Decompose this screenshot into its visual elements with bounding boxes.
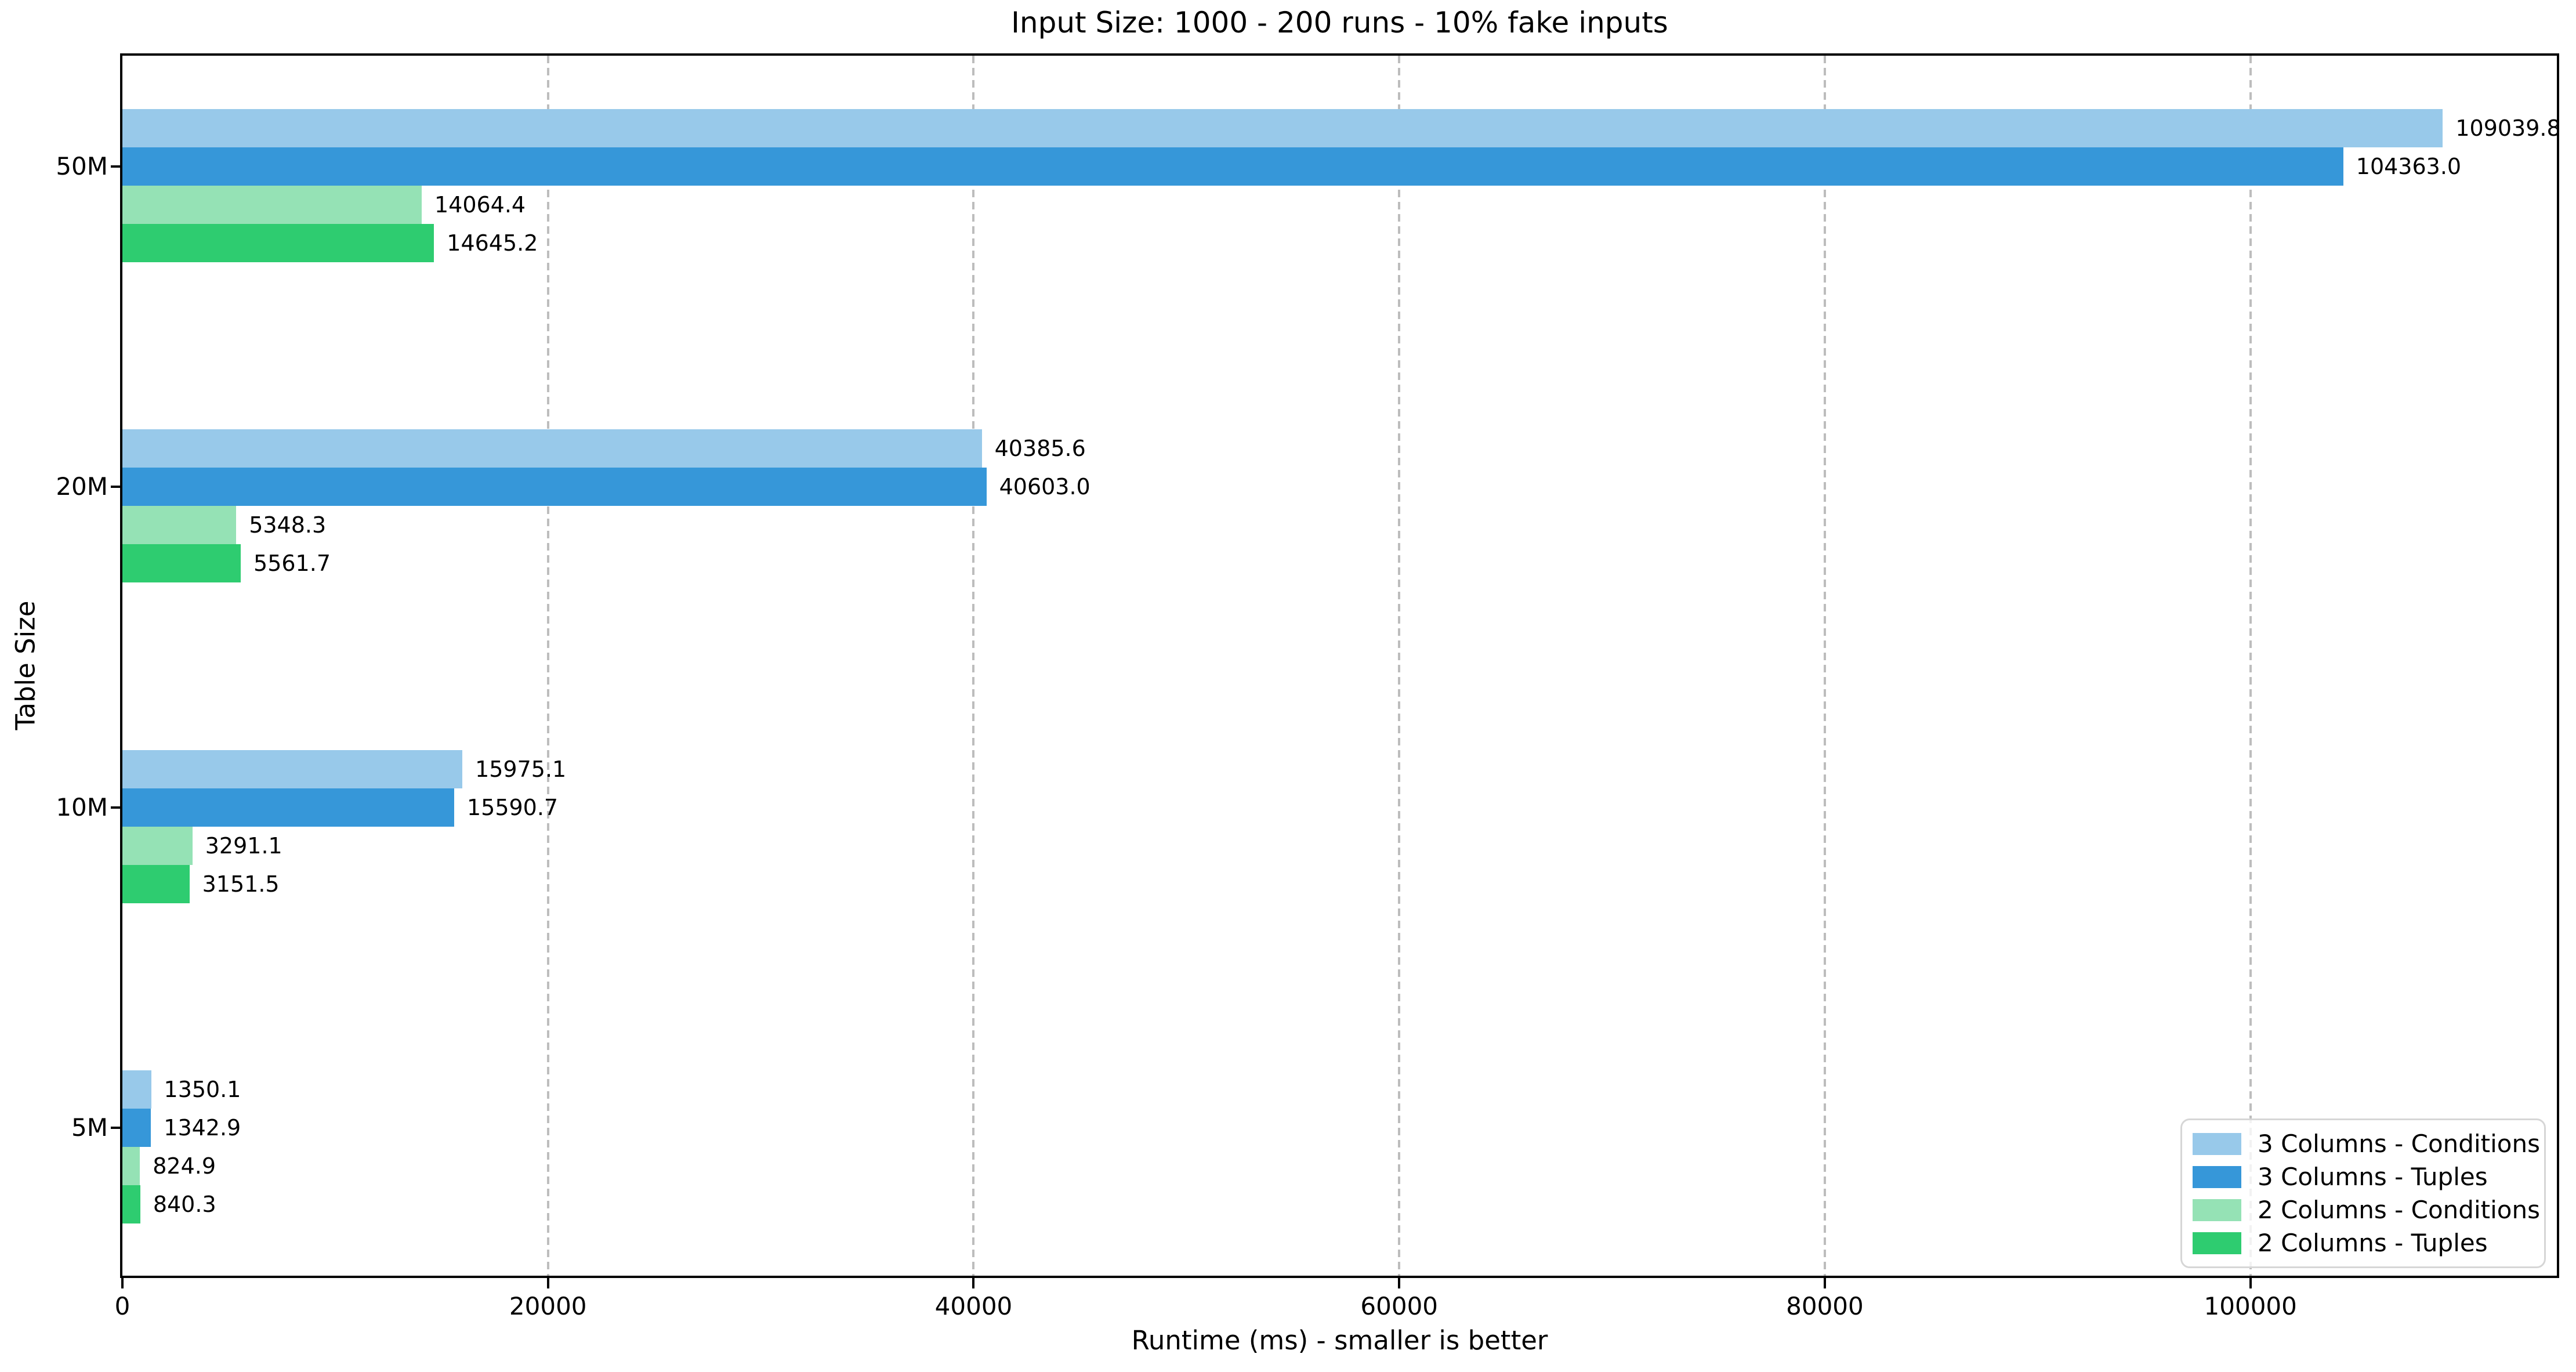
x-tick-mark-40000 [972, 1278, 975, 1288]
legend-item-0: 3 Columns - Conditions [2193, 1128, 2540, 1160]
x-tick-label-20000: 20000 [509, 1292, 587, 1320]
bar-10M-series-2 [122, 826, 193, 865]
gridline-x-100000 [2249, 56, 2252, 1276]
gridline-x-60000 [1398, 56, 1401, 1276]
chart-title: Input Size: 1000 - 200 runs - 10% fake i… [1011, 6, 1668, 39]
bar-value-label: 40603.0 [999, 474, 1090, 500]
x-tick-label-0: 0 [114, 1292, 131, 1320]
bar-50M-series-3 [122, 224, 434, 262]
gridline-x-40000 [972, 56, 975, 1276]
x-tick-label-40000: 40000 [934, 1292, 1013, 1320]
y-axis-label: Table Size [10, 600, 41, 730]
x-tick-mark-60000 [1398, 1278, 1401, 1288]
y-tick-mark-10M [111, 806, 120, 809]
x-tick-mark-0 [121, 1278, 124, 1288]
x-tick-label-60000: 60000 [1360, 1292, 1439, 1320]
bar-value-label: 1342.9 [164, 1114, 241, 1141]
bar-50M-series-1 [122, 147, 2343, 186]
gridline-x-20000 [546, 56, 549, 1276]
bar-20M-series-1 [122, 468, 987, 506]
bar-value-label: 840.3 [153, 1191, 216, 1217]
y-tick-label-5M: 5M [71, 1113, 108, 1142]
legend-swatch-3 [2193, 1232, 2241, 1254]
legend-label-2: 2 Columns - Conditions [2258, 1195, 2540, 1224]
bar-value-label: 3291.1 [205, 832, 282, 859]
bar-value-label: 40385.6 [994, 436, 1086, 462]
bar-value-label: 1350.1 [164, 1076, 241, 1102]
bar-20M-series-3 [122, 544, 241, 583]
bar-5M-series-1 [122, 1108, 151, 1147]
plot-area: 109039.8 40385.6 15975.1 1350.1 104363.0 4060… [120, 53, 2561, 1278]
x-tick-label-100000: 100000 [2204, 1292, 2297, 1320]
bar-50M-series-2 [122, 186, 422, 224]
legend-swatch-1 [2193, 1165, 2241, 1188]
bar-value-label: 109039.8 [2455, 115, 2561, 141]
bar-value-label: 5561.7 [253, 551, 331, 577]
y-tick-mark-20M [111, 486, 120, 488]
y-tick-mark-5M [111, 1126, 120, 1129]
x-tick-mark-20000 [546, 1278, 549, 1288]
bar-value-label: 15590.7 [466, 794, 559, 820]
bar-value-label: 104363.0 [2356, 154, 2462, 179]
bar-value-label: 14064.4 [434, 192, 526, 218]
bar-value-label: 824.9 [153, 1153, 216, 1179]
bar-20M-series-0 [122, 429, 982, 468]
y-tick-label-50M: 50M [56, 152, 108, 180]
bar-5M-series-3 [122, 1185, 140, 1223]
x-tick-mark-100000 [2249, 1278, 2252, 1288]
legend-item-2: 2 Columns - Conditions [2193, 1194, 2540, 1226]
bar-50M-series-0 [122, 109, 2443, 147]
y-tick-mark-50M [111, 165, 120, 168]
bar-10M-series-1 [122, 788, 454, 827]
x-tick-label-80000: 80000 [1786, 1292, 1864, 1320]
bar-5M-series-0 [122, 1070, 151, 1109]
bar-value-label: 3151.5 [202, 871, 280, 897]
x-tick-mark-80000 [1823, 1278, 1826, 1288]
bar-value-label: 5348.3 [249, 512, 327, 538]
legend-swatch-0 [2193, 1132, 2241, 1155]
bar-10M-series-3 [122, 864, 190, 903]
legend-label-3: 2 Columns - Tuples [2258, 1228, 2488, 1257]
bar-value-label: 14645.2 [447, 230, 538, 256]
bar-value-label: 15975.1 [475, 756, 567, 782]
legend-swatch-2 [2193, 1199, 2241, 1221]
y-tick-label-10M: 10M [56, 792, 108, 821]
legend-item-1: 3 Columns - Tuples [2193, 1161, 2534, 1193]
legend-label-0: 3 Columns - Conditions [2258, 1129, 2540, 1158]
legend-item-3: 2 Columns - Tuples [2193, 1227, 2534, 1259]
gridline-x-80000 [1823, 56, 1826, 1276]
bar-20M-series-2 [122, 506, 237, 545]
y-tick-label-20M: 20M [56, 472, 108, 501]
bar-10M-series-0 [122, 750, 463, 788]
legend: 3 Columns - Conditions 3 Columns - Tuples… [2180, 1118, 2546, 1268]
legend-label-1: 3 Columns - Tuples [2258, 1162, 2488, 1191]
bar-5M-series-2 [122, 1146, 140, 1185]
x-axis-label: Runtime (ms) - smaller is better [1131, 1325, 1548, 1356]
